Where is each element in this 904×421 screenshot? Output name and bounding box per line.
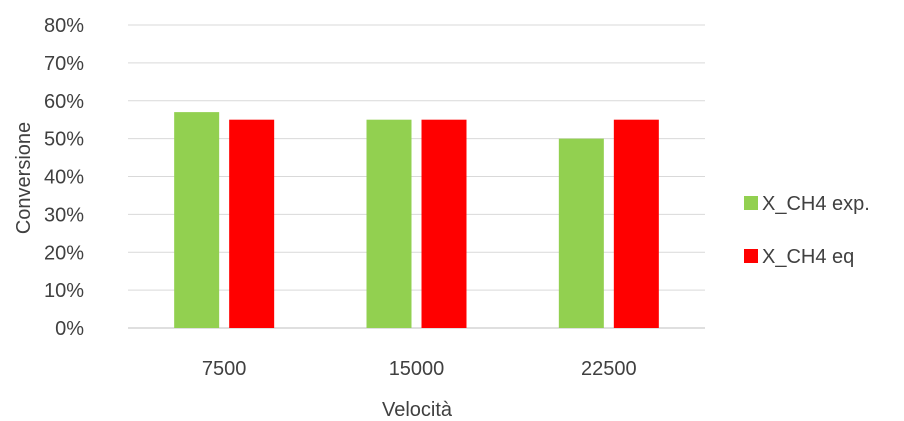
y-axis-title: Conversione — [13, 122, 35, 234]
bar-exp-7500 — [174, 112, 220, 328]
y-tick-label: 10% — [44, 280, 84, 302]
x-tick-label: 7500 — [202, 358, 247, 380]
legend-label: X_CH4 exp. — [762, 193, 870, 215]
y-tick-label: 0% — [55, 318, 84, 340]
gridlines — [128, 24, 705, 329]
y-tick-label: 80% — [44, 15, 84, 37]
y-axis-ticks: 0% 10% 20% 30% 40% 50% 60% 70% 80% — [44, 15, 84, 340]
bar-exp-15000 — [366, 119, 412, 328]
x-tick-label: 22500 — [581, 358, 637, 380]
x-axis-ticks: 7500 15000 22500 — [202, 358, 637, 380]
y-tick-label: 50% — [44, 129, 84, 151]
x-tick-label: 15000 — [389, 358, 445, 380]
legend-swatch — [744, 196, 758, 210]
y-tick-label: 30% — [44, 204, 84, 226]
y-tick-label: 40% — [44, 167, 84, 189]
y-tick-label: 60% — [44, 91, 84, 113]
bar-eq-15000 — [421, 119, 467, 328]
bar-eq-7500 — [229, 119, 275, 328]
legend-swatch — [744, 249, 758, 263]
bar-exp-22500 — [558, 138, 604, 328]
bars — [174, 112, 659, 328]
x-axis-title: Velocità — [382, 399, 453, 421]
bar-eq-22500 — [613, 119, 659, 328]
legend: X_CH4 exp. X_CH4 eq — [744, 193, 870, 268]
legend-label: X_CH4 eq — [762, 246, 854, 268]
y-tick-label: 70% — [44, 53, 84, 75]
y-tick-label: 20% — [44, 242, 84, 264]
